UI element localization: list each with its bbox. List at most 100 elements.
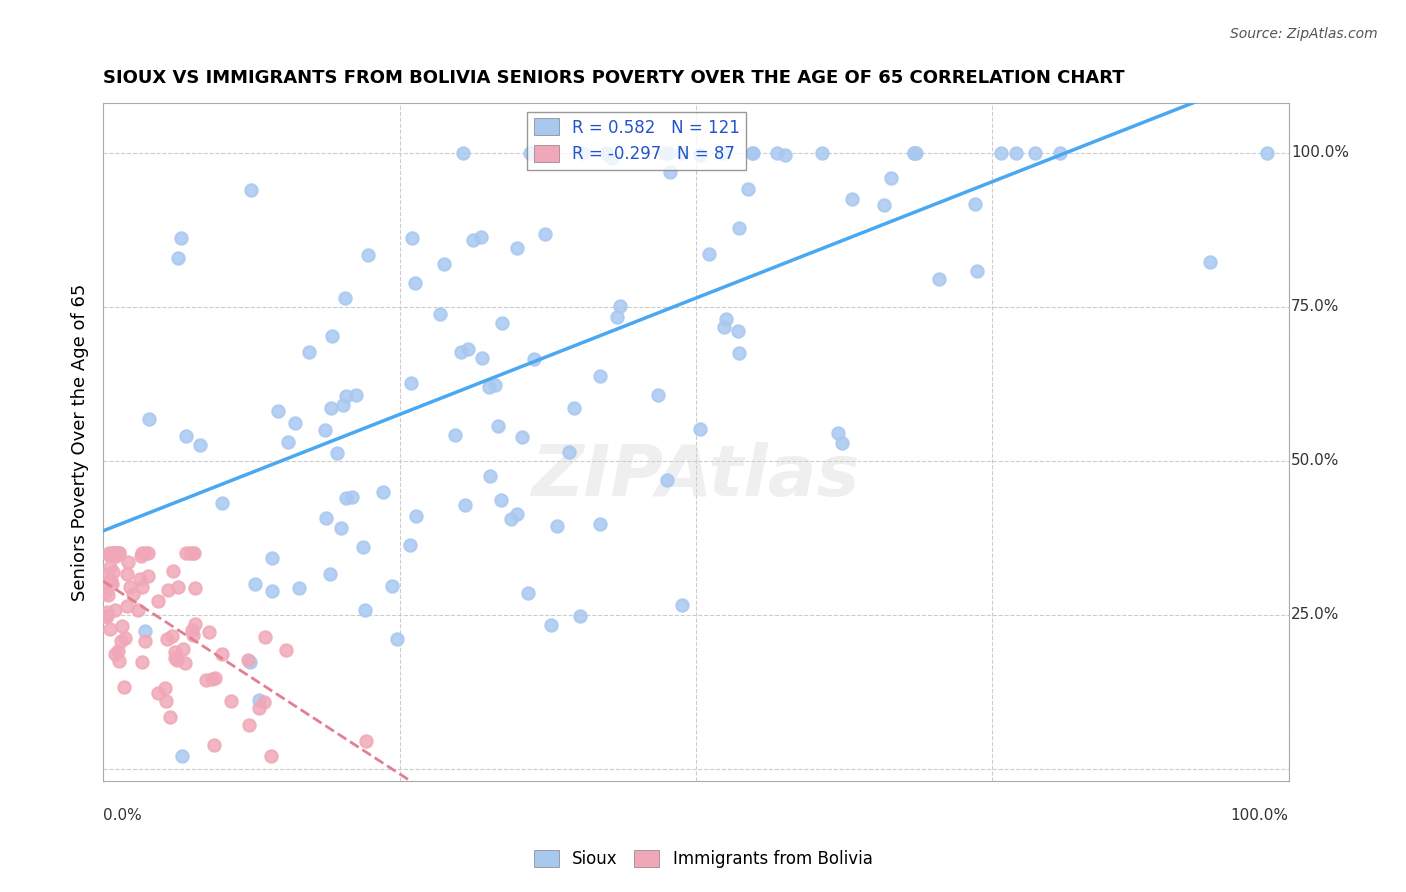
- Point: [486, 418, 509, 433]
- Point: [131, 580, 153, 594]
- Point: [219, 694, 242, 708]
- Point: [326, 445, 349, 459]
- Point: [136, 546, 159, 560]
- Point: [451, 145, 474, 160]
- Point: [873, 198, 896, 212]
- Point: [121, 587, 143, 601]
- Point: [103, 546, 125, 560]
- Point: [188, 438, 211, 452]
- Point: [811, 145, 834, 160]
- Point: [562, 401, 585, 415]
- Point: [103, 565, 125, 579]
- Point: [737, 181, 759, 195]
- Point: [247, 693, 270, 707]
- Point: [98, 622, 121, 636]
- Point: [1199, 255, 1222, 269]
- Point: [93, 585, 115, 599]
- Point: [184, 616, 207, 631]
- Point: [184, 581, 207, 595]
- Point: [127, 602, 149, 616]
- Point: [510, 429, 533, 443]
- Point: [183, 628, 205, 642]
- Point: [129, 549, 152, 564]
- Point: [647, 388, 669, 402]
- Point: [454, 498, 477, 512]
- Point: [654, 145, 676, 160]
- Point: [166, 580, 188, 594]
- Point: [211, 496, 233, 510]
- Point: [600, 152, 623, 166]
- Point: [100, 574, 122, 589]
- Point: [104, 546, 127, 560]
- Point: [134, 624, 156, 639]
- Point: [97, 546, 120, 560]
- Point: [523, 352, 546, 367]
- Point: [1005, 145, 1028, 160]
- Point: [110, 634, 132, 648]
- Point: [253, 695, 276, 709]
- Point: [841, 192, 863, 206]
- Text: 100.0%: 100.0%: [1291, 145, 1348, 161]
- Point: [114, 631, 136, 645]
- Point: [243, 577, 266, 591]
- Text: 25.0%: 25.0%: [1291, 607, 1340, 623]
- Point: [963, 197, 986, 211]
- Point: [505, 507, 527, 521]
- Point: [204, 671, 226, 685]
- Point: [697, 247, 720, 261]
- Point: [671, 145, 693, 160]
- Point: [711, 145, 734, 160]
- Point: [713, 319, 735, 334]
- Point: [94, 609, 117, 624]
- Point: [1256, 145, 1278, 160]
- Point: [107, 546, 129, 560]
- Point: [107, 546, 129, 560]
- Point: [107, 546, 129, 560]
- Point: [172, 749, 194, 764]
- Point: [155, 694, 177, 708]
- Point: [966, 264, 988, 278]
- Point: [146, 594, 169, 608]
- Point: [162, 629, 184, 643]
- Point: [315, 511, 337, 525]
- Text: ZIPAtlas: ZIPAtlas: [531, 442, 860, 510]
- Point: [371, 485, 394, 500]
- Point: [155, 681, 177, 695]
- Text: SIOUX VS IMMIGRANTS FROM BOLIVIA SENIORS POVERTY OVER THE AGE OF 65 CORRELATION : SIOUX VS IMMIGRANTS FROM BOLIVIA SENIORS…: [103, 69, 1125, 87]
- Point: [314, 424, 336, 438]
- Point: [655, 473, 678, 487]
- Point: [484, 378, 506, 392]
- Point: [138, 412, 160, 426]
- Point: [589, 369, 612, 384]
- Point: [903, 145, 925, 160]
- Point: [741, 145, 763, 160]
- Point: [159, 710, 181, 724]
- Point: [990, 145, 1012, 160]
- Point: [773, 148, 796, 162]
- Point: [689, 422, 711, 436]
- Point: [162, 564, 184, 578]
- Point: [491, 316, 513, 330]
- Point: [254, 630, 277, 644]
- Point: [381, 579, 404, 593]
- Point: [170, 231, 193, 245]
- Point: [499, 511, 522, 525]
- Point: [198, 624, 221, 639]
- Point: [96, 605, 118, 619]
- Point: [238, 718, 260, 732]
- Text: 0.0%: 0.0%: [103, 808, 142, 823]
- Point: [727, 345, 749, 359]
- Point: [356, 733, 378, 747]
- Point: [202, 738, 225, 752]
- Point: [115, 599, 138, 613]
- Point: [260, 584, 283, 599]
- Point: [157, 583, 180, 598]
- Point: [903, 145, 925, 160]
- Point: [108, 546, 131, 560]
- Point: [340, 491, 363, 505]
- Point: [519, 145, 541, 160]
- Point: [727, 324, 749, 338]
- Point: [444, 428, 467, 442]
- Point: [104, 603, 127, 617]
- Point: [179, 546, 201, 560]
